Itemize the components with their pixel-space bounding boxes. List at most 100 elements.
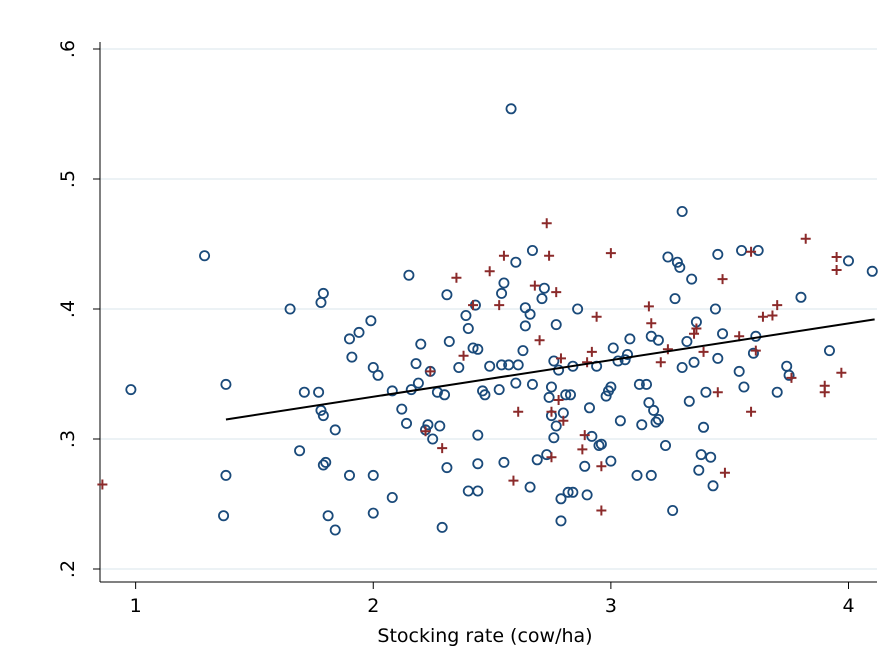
circle-point	[736, 244, 748, 256]
circle-point	[317, 287, 329, 299]
plus-point	[596, 505, 607, 516]
circle-point	[353, 326, 365, 338]
plus-point	[577, 444, 588, 455]
circle-point	[572, 303, 584, 315]
y-tick-label: .6	[57, 40, 79, 58]
plus-point	[546, 406, 557, 417]
circle-point	[472, 429, 484, 441]
plus-point	[746, 406, 757, 417]
x-tick-label: 4	[842, 595, 854, 617]
circle-point	[619, 354, 631, 366]
circle-point	[386, 491, 398, 503]
plus-point	[772, 300, 783, 311]
circle-point	[313, 386, 325, 398]
circle-point	[538, 282, 550, 294]
circle-point	[548, 432, 560, 444]
circle-point	[315, 296, 327, 308]
circle-point	[709, 303, 721, 315]
y-tick-label: .2	[57, 560, 79, 578]
plus-point	[534, 335, 545, 346]
circle-point	[294, 445, 306, 457]
plus-point	[746, 246, 757, 257]
circle-point	[783, 369, 795, 381]
plus-point	[646, 318, 657, 329]
plus-point	[767, 310, 778, 321]
circle-point	[441, 289, 453, 301]
circle-point	[367, 361, 379, 373]
circle-point	[439, 389, 451, 401]
circle-point	[605, 455, 617, 467]
y-tick-label: .4	[57, 300, 79, 318]
axes: .2 .3 .4 .5 .6 1 2 3 4	[57, 40, 877, 617]
circle-point	[641, 378, 653, 390]
circle-point	[553, 364, 565, 376]
circle-point	[199, 250, 211, 262]
plus-point	[425, 366, 436, 377]
plus-point	[484, 266, 495, 277]
circle-point	[633, 378, 645, 390]
circle-point	[631, 469, 643, 481]
circle-point	[472, 485, 484, 497]
circle-point	[493, 384, 505, 396]
fit-line-group	[225, 318, 875, 421]
circle-point	[605, 381, 617, 393]
circle-point	[329, 524, 341, 536]
plus-point	[544, 250, 555, 261]
plus-point	[712, 387, 723, 398]
circle-point	[733, 365, 745, 377]
circle-point	[320, 456, 332, 468]
plus-point	[558, 415, 569, 426]
circle-point	[484, 360, 496, 372]
plus-point	[586, 346, 597, 357]
circle-point	[410, 358, 422, 370]
plus-point	[529, 280, 540, 291]
x-axis-title: Stocking rate (cow/ha)	[377, 625, 592, 647]
circle-point	[367, 469, 379, 481]
circle-point	[462, 322, 474, 334]
circle-point	[526, 244, 538, 256]
circle-point	[496, 359, 508, 371]
circle-point	[346, 351, 358, 363]
plus-point	[836, 367, 847, 378]
plus-point	[437, 443, 448, 454]
circle-point	[441, 462, 453, 474]
plus-point	[508, 475, 519, 486]
plus-point	[451, 272, 462, 283]
circle-point	[671, 256, 683, 268]
circle-point	[650, 416, 662, 428]
circle-point	[643, 397, 655, 409]
plus-point	[757, 311, 768, 322]
plus-point	[831, 252, 842, 262]
plus-point	[546, 452, 557, 463]
circle-point	[700, 386, 712, 398]
plus-point	[596, 461, 607, 472]
circle-point	[519, 320, 531, 332]
circle-point	[436, 521, 448, 533]
circle-point	[600, 390, 612, 402]
circle-point	[624, 333, 636, 345]
circle-point	[365, 315, 377, 327]
circle-point	[462, 485, 474, 497]
circle-point	[403, 269, 415, 281]
circle-point	[683, 395, 695, 407]
plus-point	[689, 328, 700, 339]
circle-point	[636, 419, 648, 431]
plus-point	[719, 467, 730, 478]
plus-point	[591, 311, 602, 322]
circle-point	[512, 359, 524, 371]
plus-point	[831, 265, 842, 275]
circle-point	[526, 378, 538, 390]
plus-point	[553, 395, 564, 405]
plus-point	[513, 406, 524, 417]
circle-point	[548, 355, 560, 367]
circle-point	[415, 338, 427, 350]
x-tick-label: 2	[367, 595, 379, 617]
circle-point	[607, 342, 619, 354]
plus-point	[458, 350, 469, 361]
plus-point	[468, 300, 479, 311]
circle-point	[583, 402, 595, 414]
circle-point	[676, 205, 688, 217]
circle-point	[676, 361, 688, 373]
fit-line	[225, 318, 875, 421]
circle-point	[498, 277, 510, 289]
